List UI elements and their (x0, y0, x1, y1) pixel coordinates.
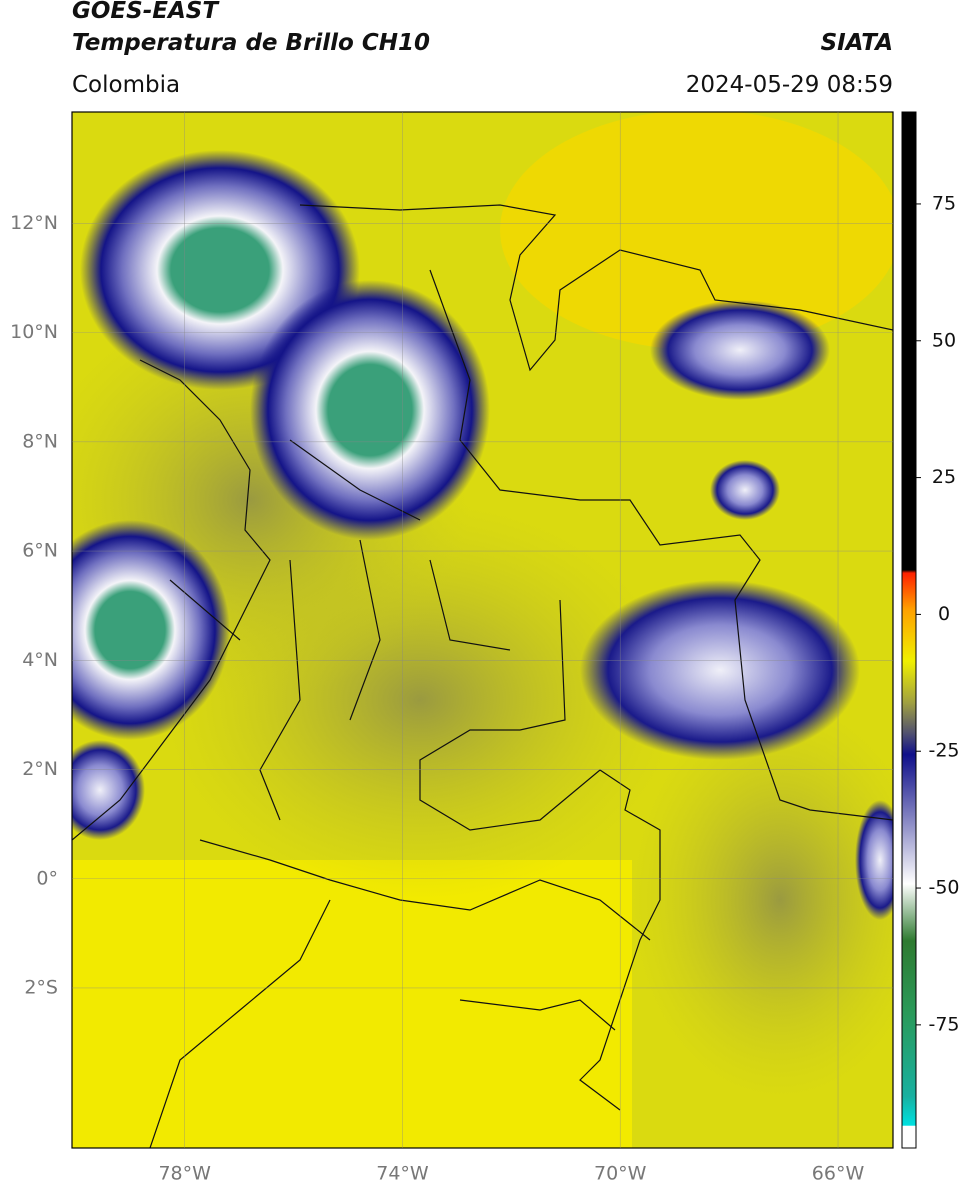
source: SIATA (820, 30, 893, 56)
lon-tick-label: 78°W (158, 1163, 211, 1185)
colorbar-tick-label: 75 (932, 192, 956, 214)
colorbar-tick-label: -50 (928, 877, 959, 899)
lat-tick-label: 4°N (22, 649, 58, 671)
timestamp: 2024-05-29 08:59 (685, 72, 893, 98)
lon-tick-label: 66°W (812, 1163, 865, 1185)
map-frame (71, 111, 894, 1149)
lon-tick-label: 70°W (594, 1163, 647, 1185)
lat-tick-label: 2°N (22, 758, 58, 780)
title: GOES-EAST (72, 0, 219, 24)
satellite-image (72, 112, 893, 1148)
colorbar-tick-label: 50 (932, 329, 956, 351)
colorbar-tick-label: -25 (928, 740, 959, 762)
lat-tick-label: 6°N (22, 540, 58, 562)
lat-tick-label: 12°N (10, 212, 58, 234)
lat-tick-label: 0° (36, 867, 58, 889)
region: Colombia (72, 72, 181, 98)
colorbar (901, 111, 917, 1149)
lat-tick-label: 2°S (24, 976, 58, 998)
colorbar-tick-label: 0 (938, 603, 950, 625)
colorbar-tick-label: -75 (928, 1013, 959, 1035)
lon-tick-label: 74°W (376, 1163, 429, 1185)
lat-tick-label: 10°N (10, 321, 58, 343)
title: Temperatura de Brillo CH10 (72, 30, 430, 56)
colorbar-tick-label: 25 (932, 466, 956, 488)
lat-tick-label: 8°N (22, 430, 58, 452)
